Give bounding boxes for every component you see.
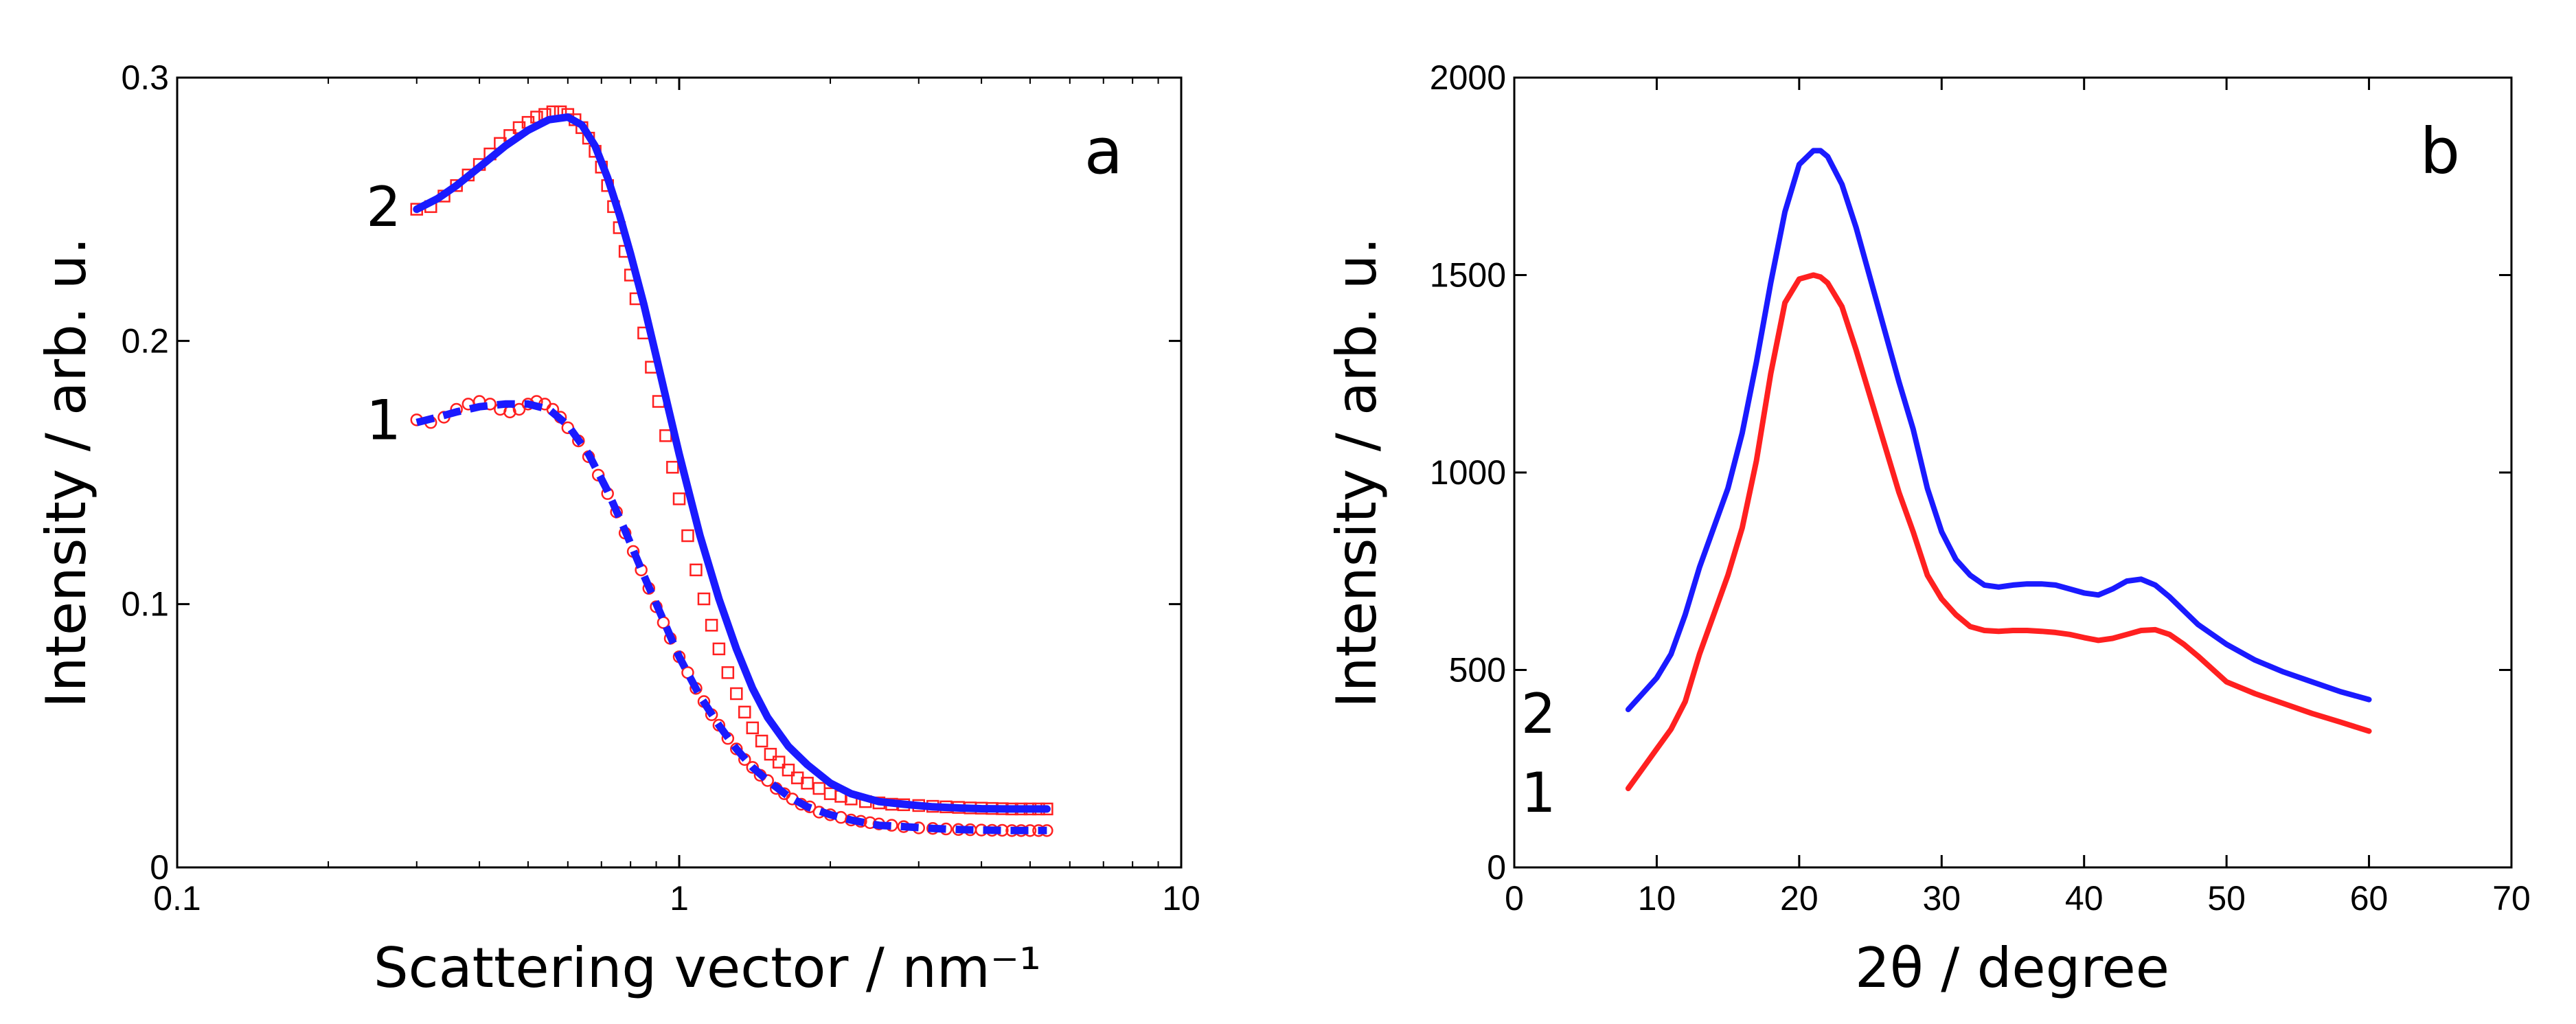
curve-label-1: 1 — [1521, 761, 1556, 825]
data-point — [697, 592, 711, 606]
data-point — [746, 721, 760, 735]
data-point — [755, 734, 768, 748]
data-point — [672, 492, 686, 505]
panel-a-series — [410, 105, 1053, 837]
y-tick-label: 0.2 — [121, 321, 169, 360]
data-point — [659, 429, 672, 442]
series-1-fit — [415, 400, 1047, 834]
panel-b: 0 10 20 30 40 50 60 70 0 500 1000 1500 2000 2 1 b 2θ /… — [1325, 58, 2531, 1000]
panel-a-tick-labels: 0.1 1 1000.10.20.321 — [121, 58, 1200, 918]
data-point — [812, 782, 826, 795]
x-tick-label: 40 — [2065, 879, 2104, 918]
panel-a-frame — [176, 76, 1183, 869]
data-point — [689, 563, 703, 577]
data-point — [721, 666, 735, 679]
panel-a-x-axis-title: Scattering vector / nm⁻¹ — [374, 936, 1041, 1000]
y-tick-label: 0 — [150, 848, 169, 887]
series-1 — [1625, 272, 2372, 791]
series-line — [413, 113, 1051, 813]
series-line — [1625, 272, 2372, 791]
series-2-fit — [413, 113, 1051, 813]
panel-b-tick-labels: 0 10 20 30 40 50 60 70 0 500 1000 1500 2000 2 1 — [1430, 58, 2531, 918]
curve-label-2: 2 — [366, 175, 401, 239]
series-2-data — [410, 105, 1053, 816]
data-point — [730, 687, 743, 701]
series-1-data — [410, 395, 1053, 837]
x-tick-label: 10 — [1162, 879, 1200, 918]
y-tick-label: 0 — [1487, 848, 1506, 887]
y-tick-label: 500 — [1449, 651, 1506, 690]
data-point — [823, 787, 837, 800]
data-point — [681, 529, 694, 543]
panel-b-series — [1625, 148, 2372, 791]
series-2 — [1625, 148, 2372, 712]
y-tick-label: 1500 — [1430, 256, 1506, 295]
series-line — [1625, 148, 2372, 712]
x-tick-label: 0 — [1505, 879, 1524, 918]
data-point — [772, 755, 786, 769]
x-tick-label: 20 — [1780, 879, 1819, 918]
series-line — [415, 400, 1047, 834]
data-point — [782, 763, 795, 777]
y-tick-label: 1000 — [1430, 453, 1506, 492]
data-point — [764, 747, 777, 761]
y-tick-label: 2000 — [1430, 58, 1506, 97]
panel-a-ticks — [176, 76, 1183, 869]
panel-b-y-axis-title: Intensity / arb. u. — [1325, 237, 1389, 708]
panel-b-x-axis-title: 2θ / degree — [1855, 936, 2169, 1000]
panel-a-y-axis-title: Intensity / arb. u. — [34, 237, 98, 708]
panel-b-letter: b — [2420, 115, 2460, 188]
x-tick-label: 1 — [670, 879, 689, 918]
curve-label-1: 1 — [366, 388, 401, 452]
x-tick-label: 10 — [1638, 879, 1676, 918]
panel-a-letter: a — [1084, 115, 1123, 188]
x-tick-label: 60 — [2350, 879, 2389, 918]
panel-b-frame — [1513, 76, 2513, 869]
x-tick-label: 30 — [1922, 879, 1961, 918]
data-point — [666, 461, 679, 474]
data-point — [738, 705, 751, 719]
x-tick-label: 70 — [2492, 879, 2531, 918]
curve-label-2: 2 — [1521, 682, 1556, 746]
x-tick-label: 0.1 — [153, 879, 201, 918]
y-tick-label: 0.3 — [121, 58, 169, 97]
data-point — [705, 619, 718, 632]
panel-b-ticks — [1513, 76, 2513, 869]
y-tick-label: 0.1 — [121, 585, 169, 624]
x-tick-label: 50 — [2207, 879, 2246, 918]
data-point — [712, 642, 726, 656]
panel-a: 0.1 1 1000.10.20.321 a Scattering vector /… — [34, 58, 1200, 1000]
